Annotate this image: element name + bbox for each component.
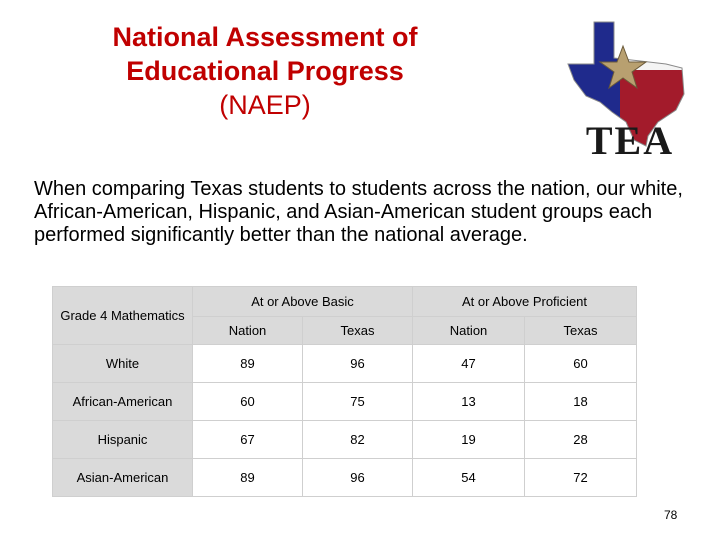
table-row: Hispanic 67 82 19 28 [52, 420, 638, 459]
table-cell: 96 [302, 344, 413, 383]
title-line-1: National Assessment of [112, 22, 418, 52]
row-label: Asian-American [52, 458, 193, 497]
table-row: Asian-American 89 96 54 72 [52, 458, 638, 497]
table-cell: 19 [412, 420, 525, 459]
row-header: Grade 4 Mathematics [52, 286, 193, 345]
texas-flag-star-icon: TEA [567, 21, 685, 163]
row-label: White [52, 344, 193, 383]
table-cell: 54 [412, 458, 525, 497]
subheader-nation: Nation [412, 316, 525, 345]
results-table: Grade 4 Mathematics At or Above Basic At… [52, 286, 638, 497]
table-cell: 60 [523, 344, 638, 383]
table-cell: 60 [192, 382, 303, 421]
table-cell: 67 [192, 420, 303, 459]
table-row: White 89 96 47 60 [52, 344, 638, 383]
logo-text: TEA [586, 118, 674, 160]
table-cell: 18 [523, 382, 638, 421]
slide-title: National Assessment of Educational Progr… [60, 20, 470, 122]
row-label: Hispanic [52, 420, 193, 459]
subheader-texas: Texas [523, 316, 638, 345]
table-cell: 13 [412, 382, 525, 421]
table-cell: 28 [523, 420, 638, 459]
table-cell: 89 [192, 458, 303, 497]
row-label: African-American [52, 382, 193, 421]
intro-text: When comparing Texas students to student… [34, 178, 683, 246]
page-number: 78 [664, 508, 678, 522]
group-header-proficient: At or Above Proficient [411, 286, 638, 317]
table-cell: 47 [412, 344, 525, 383]
table-cell: 82 [302, 420, 413, 459]
title-line-3: (NAEP) [219, 90, 311, 120]
subheader-nation: Nation [192, 316, 303, 345]
table-row: African-American 60 75 13 18 [52, 382, 638, 421]
table-cell: 89 [192, 344, 303, 383]
title-line-2: Educational Progress [126, 56, 404, 86]
table-cell: 72 [523, 458, 638, 497]
tea-logo: TEA [566, 18, 694, 163]
table-cell: 96 [302, 458, 413, 497]
subheader-texas: Texas [302, 316, 413, 345]
group-header-basic: At or Above Basic [192, 286, 413, 317]
table-cell: 75 [302, 382, 413, 421]
